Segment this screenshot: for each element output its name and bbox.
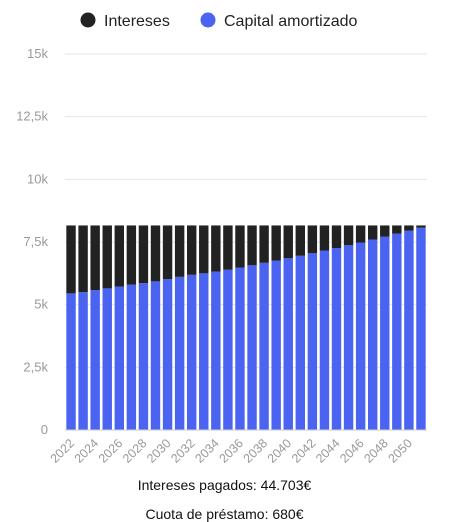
bar-capital-2042[interactable] xyxy=(307,253,318,430)
x-tick-label: 2032 xyxy=(168,436,198,466)
bar-capital-2032[interactable] xyxy=(186,274,197,430)
x-tick-label: 2040 xyxy=(265,436,295,466)
bar-capital-2047[interactable] xyxy=(367,239,378,430)
x-tick-label: 2042 xyxy=(289,436,319,466)
bar-capital-2050[interactable] xyxy=(404,230,414,430)
bar-capital-2044[interactable] xyxy=(331,248,342,430)
bar-capital-2033[interactable] xyxy=(199,273,209,430)
bar-intereses-2043[interactable] xyxy=(319,225,330,251)
bar-capital-2022[interactable] xyxy=(66,293,76,430)
bar-intereses-2042[interactable] xyxy=(307,225,318,254)
bar-intereses-2026[interactable] xyxy=(114,225,125,287)
y-tick-label: 2,5k xyxy=(23,359,48,374)
legend-item-intereses[interactable]: Intereses xyxy=(80,12,170,31)
bar-intereses-2025[interactable] xyxy=(102,225,112,289)
bar-intereses-2029[interactable] xyxy=(150,225,161,282)
legend-marker-intereses xyxy=(80,12,96,28)
bars xyxy=(66,225,426,430)
bar-intereses-2048[interactable] xyxy=(380,225,390,237)
bar-capital-2040[interactable] xyxy=(283,258,293,430)
x-tick-label: 2050 xyxy=(385,436,415,466)
bar-intereses-2032[interactable] xyxy=(186,225,197,275)
bar-intereses-2028[interactable] xyxy=(138,225,149,284)
y-tick-label: 10k xyxy=(27,171,48,186)
legend-marker-capital xyxy=(200,12,216,28)
bar-capital-2043[interactable] xyxy=(319,250,330,430)
bar-capital-2025[interactable] xyxy=(102,288,112,430)
y-axis-ticks: 0 2,5k 5k 7,5k 10k 12,5k 15k xyxy=(16,46,48,437)
x-tick-label: 2030 xyxy=(144,436,174,466)
x-tick-label: 2024 xyxy=(72,436,102,466)
bar-intereses-2022[interactable] xyxy=(66,225,76,294)
bar-intereses-2031[interactable] xyxy=(174,225,185,277)
bar-capital-2034[interactable] xyxy=(211,271,221,430)
bar-capital-2051[interactable] xyxy=(416,227,426,430)
bar-capital-2037[interactable] xyxy=(247,265,257,430)
bar-capital-2026[interactable] xyxy=(114,286,125,430)
cuota-prestamo-text: Cuota de préstamo: 680€ xyxy=(145,506,304,522)
bar-capital-2046[interactable] xyxy=(355,242,366,430)
bar-intereses-2047[interactable] xyxy=(367,225,378,240)
x-tick-label: 2022 xyxy=(48,436,78,466)
bar-intereses-2049[interactable] xyxy=(392,225,402,234)
x-tick-label: 2034 xyxy=(192,436,222,466)
bar-intereses-2045[interactable] xyxy=(343,225,354,246)
x-tick-label: 2026 xyxy=(96,436,126,466)
bar-intereses-2051[interactable] xyxy=(416,225,426,228)
bar-capital-2029[interactable] xyxy=(150,281,161,430)
x-tick-label: 2028 xyxy=(120,436,150,466)
bar-capital-2030[interactable] xyxy=(162,279,173,430)
bar-intereses-2027[interactable] xyxy=(126,225,137,285)
bar-capital-2041[interactable] xyxy=(295,255,306,430)
bar-intereses-2024[interactable] xyxy=(90,225,100,291)
bar-capital-2028[interactable] xyxy=(138,283,149,430)
bar-capital-2045[interactable] xyxy=(343,245,354,430)
bar-intereses-2038[interactable] xyxy=(259,225,269,263)
bar-intereses-2044[interactable] xyxy=(331,225,342,249)
x-tick-label: 2036 xyxy=(217,436,247,466)
bar-intereses-2036[interactable] xyxy=(235,225,245,268)
bar-intereses-2037[interactable] xyxy=(247,225,257,266)
bar-intereses-2041[interactable] xyxy=(295,225,306,256)
y-tick-label: 12,5k xyxy=(16,109,48,124)
y-tick-label: 5k xyxy=(34,297,48,312)
bar-intereses-2040[interactable] xyxy=(283,225,293,259)
chart-svg: Intereses Capital amortizado 0 2,5k 5k 7,5k… xyxy=(16,12,427,466)
x-tick-label: 2048 xyxy=(361,436,391,466)
bar-capital-2038[interactable] xyxy=(259,262,269,430)
y-tick-label: 15k xyxy=(27,46,48,61)
legend-label-capital: Capital amortizado xyxy=(224,13,358,30)
x-tick-label: 2046 xyxy=(337,436,367,466)
bar-intereses-2035[interactable] xyxy=(223,225,233,270)
bar-intereses-2039[interactable] xyxy=(271,225,281,261)
loan-chart: Intereses Capital amortizado 0 2,5k 5k 7,5k… xyxy=(16,12,427,466)
legend: Intereses Capital amortizado xyxy=(80,12,358,31)
y-tick-label: 0 xyxy=(41,422,48,437)
bar-capital-2024[interactable] xyxy=(90,290,100,430)
bar-intereses-2023[interactable] xyxy=(78,225,88,293)
bar-intereses-2046[interactable] xyxy=(355,225,366,243)
bar-intereses-2050[interactable] xyxy=(404,225,414,231)
bar-capital-2035[interactable] xyxy=(223,269,233,430)
bar-capital-2049[interactable] xyxy=(392,233,402,430)
x-tick-label: 2044 xyxy=(313,436,343,466)
bar-intereses-2034[interactable] xyxy=(211,225,221,272)
bar-capital-2048[interactable] xyxy=(380,236,390,430)
legend-item-capital[interactable]: Capital amortizado xyxy=(200,12,358,31)
x-axis-ticks: 2022202420262028203020322034203620382040… xyxy=(48,436,415,466)
bar-intereses-2030[interactable] xyxy=(162,225,173,280)
intereses-pagados-text: Intereses pagados: 44.703€ xyxy=(137,477,312,493)
bar-capital-2039[interactable] xyxy=(271,260,281,430)
grid-lines xyxy=(65,53,427,368)
x-tick-label: 2038 xyxy=(241,436,271,466)
bar-capital-2023[interactable] xyxy=(78,292,88,430)
legend-label-intereses: Intereses xyxy=(104,13,170,30)
bar-capital-2036[interactable] xyxy=(235,267,245,430)
bar-capital-2031[interactable] xyxy=(174,276,185,430)
bar-capital-2027[interactable] xyxy=(126,284,137,430)
bar-intereses-2033[interactable] xyxy=(199,225,209,274)
y-tick-label: 7,5k xyxy=(23,234,48,249)
